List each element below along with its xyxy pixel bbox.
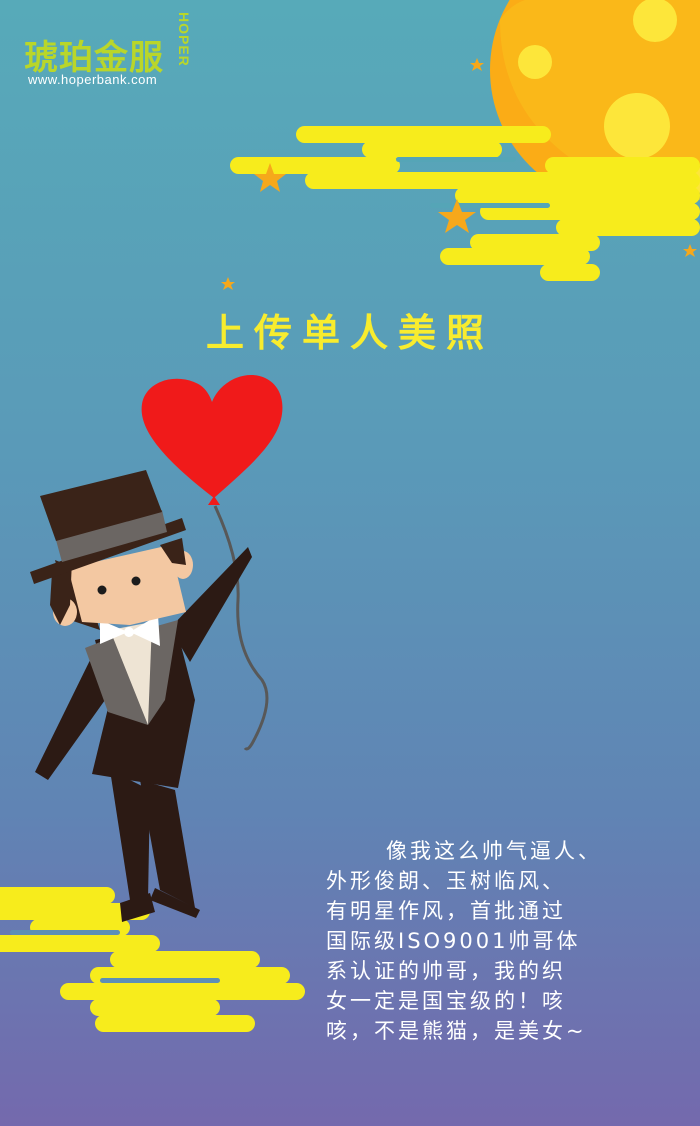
star-icons (221, 58, 697, 290)
poem-line: 国际级ISO9001帅哥体 (326, 929, 581, 953)
poem-line: 外形俊朗、玉树临风、 (326, 869, 566, 893)
star-icon (254, 163, 286, 192)
moon-illustration (490, 0, 700, 205)
upper-cloud-illustration (230, 126, 700, 281)
cloud-gap-lines (396, 157, 550, 208)
poem-line: 系认证的帅哥，我的织 (326, 959, 566, 983)
poem-line: 有明星作风，首批通过 (326, 899, 566, 923)
poem-line: 像我这么帅气逼人、 (386, 839, 602, 863)
poem-line: 女一定是国宝级的！咳 (326, 989, 566, 1013)
star-icon (470, 58, 484, 71)
star-icon (438, 199, 476, 233)
logo-brand-vertical: HOPER (176, 12, 192, 67)
star-icon (221, 277, 235, 290)
gentleman-top-hat-illustration (30, 470, 252, 922)
logo-name: 琥珀金服 (24, 39, 164, 77)
logo-url: www.hoperbank.com (28, 72, 158, 87)
poem-text: 像我这么帅气逼人、 外形俊朗、玉树临风、 有明星作风，首批通过 国际级ISO90… (326, 836, 656, 1046)
lower-cloud-gap-lines (10, 930, 220, 983)
poem-line: 咳，不是熊猫，是美女~ (326, 1019, 587, 1043)
lower-cloud-illustration (0, 887, 305, 1032)
page-title: 上传单人美照 (205, 311, 494, 355)
star-icon (683, 244, 697, 257)
